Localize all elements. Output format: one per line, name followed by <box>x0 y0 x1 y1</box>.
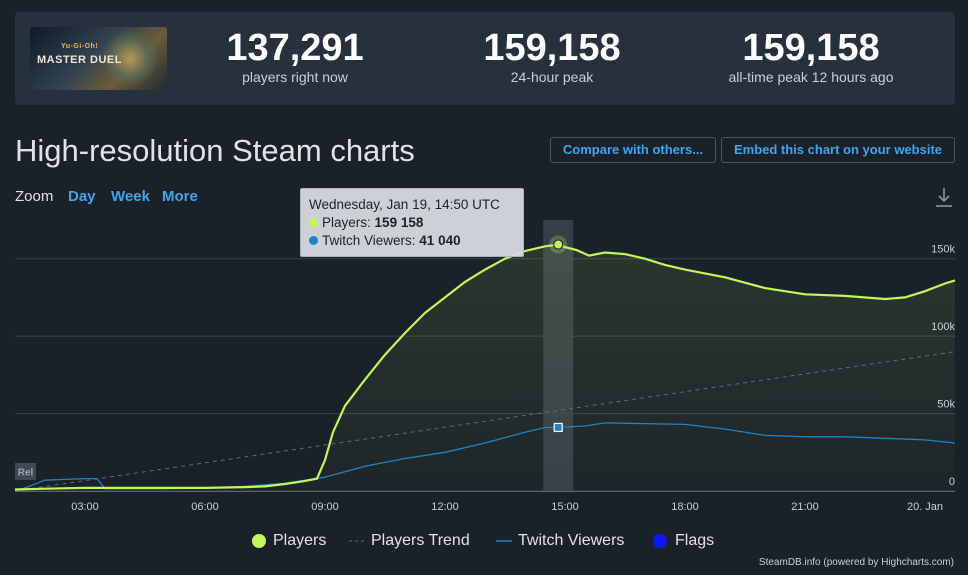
zoom-week[interactable]: Week <box>111 188 150 205</box>
legend-players[interactable]: Players <box>273 532 327 549</box>
chart-credits[interactable]: SteamDB.info (powered by Highcharts.com) <box>758 557 954 568</box>
thumbnail-art <box>100 31 160 86</box>
stat-24h-peak: 159,158 24-hour peak <box>442 28 662 85</box>
stat-value: 159,158 <box>483 27 621 69</box>
x-tick-label: 20. Jan <box>907 501 943 513</box>
x-tick-label: 03:00 <box>71 501 99 513</box>
x-tick-label: 18:00 <box>671 501 699 513</box>
y-tick-label: 50k <box>937 399 955 411</box>
y-tick-label: 150k <box>931 244 955 256</box>
x-tick-label: 09:00 <box>311 501 339 513</box>
stat-label: players right now <box>242 69 348 85</box>
players-line <box>14 243 956 491</box>
zoom-more[interactable]: More <box>162 188 198 205</box>
logo-text-top: Yu-Gi-Oh! <box>61 43 99 50</box>
x-tick-label: 21:00 <box>791 501 819 513</box>
x-tick-label: 06:00 <box>191 501 219 513</box>
tooltip-twitch-value: 41 040 <box>419 233 461 248</box>
stat-label: all-time peak 12 hours ago <box>728 69 894 85</box>
release-flag[interactable] <box>15 463 36 480</box>
chart-tooltip: Wednesday, Jan 19, 14:50 UTC Players: 15… <box>300 188 524 257</box>
release-flag-label: Rel <box>18 468 34 479</box>
zoom-label: Zoom <box>15 188 54 205</box>
players-hover-point[interactable] <box>553 239 564 250</box>
legend-players-trend[interactable]: Players Trend <box>371 532 470 549</box>
tooltip-players-value: 159 158 <box>374 215 424 230</box>
compare-button[interactable]: Compare with others... <box>550 137 716 163</box>
tooltip-players-row: Players: 159 158 <box>309 215 423 230</box>
embed-chart-button[interactable]: Embed this chart on your website <box>721 137 955 163</box>
tooltip-players-label: Players: <box>322 215 371 230</box>
stat-value: 159,158 <box>742 27 880 69</box>
legend-players-symbol <box>252 534 266 548</box>
download-icon[interactable] <box>936 188 952 207</box>
legend-flags[interactable]: Flags <box>675 532 715 549</box>
x-tick-label: 15:00 <box>551 501 579 513</box>
y-tick-label: 100k <box>931 321 955 333</box>
zoom-day[interactable]: Day <box>68 188 96 205</box>
tooltip-date: Wednesday, Jan 19, 14:50 UTC <box>309 197 500 212</box>
legend-flags-symbol <box>653 534 667 548</box>
x-tick-label: 12:00 <box>431 501 459 513</box>
tooltip-twitch-label: Twitch Viewers: <box>322 233 416 248</box>
page-title: High-resolution Steam charts <box>15 133 415 168</box>
stat-label: 24-hour peak <box>510 69 594 85</box>
twitch-viewers-line <box>14 422 956 492</box>
stat-value: 137,291 <box>226 27 364 69</box>
twitch-hover-point[interactable] <box>553 422 563 433</box>
tooltip-twitch-row: Twitch Viewers: 41 040 <box>309 233 461 248</box>
stats-panel: Yu-Gi-Oh! MASTER DUEL 137,291 players ri… <box>15 12 955 105</box>
players-trend-line <box>14 351 956 492</box>
y-tick-label: 0 <box>949 476 955 488</box>
legend-twitch-viewers[interactable]: Twitch Viewers <box>518 532 625 549</box>
game-thumbnail[interactable]: Yu-Gi-Oh! MASTER DUEL <box>30 27 167 90</box>
players-area <box>15 244 955 491</box>
twitch-dot-icon <box>309 236 318 245</box>
stat-all-time-peak: 159,158 all-time peak 12 hours ago <box>701 28 921 85</box>
stat-current-players: 137,291 players right now <box>185 28 405 85</box>
players-dot-icon <box>309 218 318 227</box>
logo-text-main: MASTER DUEL <box>37 54 122 66</box>
